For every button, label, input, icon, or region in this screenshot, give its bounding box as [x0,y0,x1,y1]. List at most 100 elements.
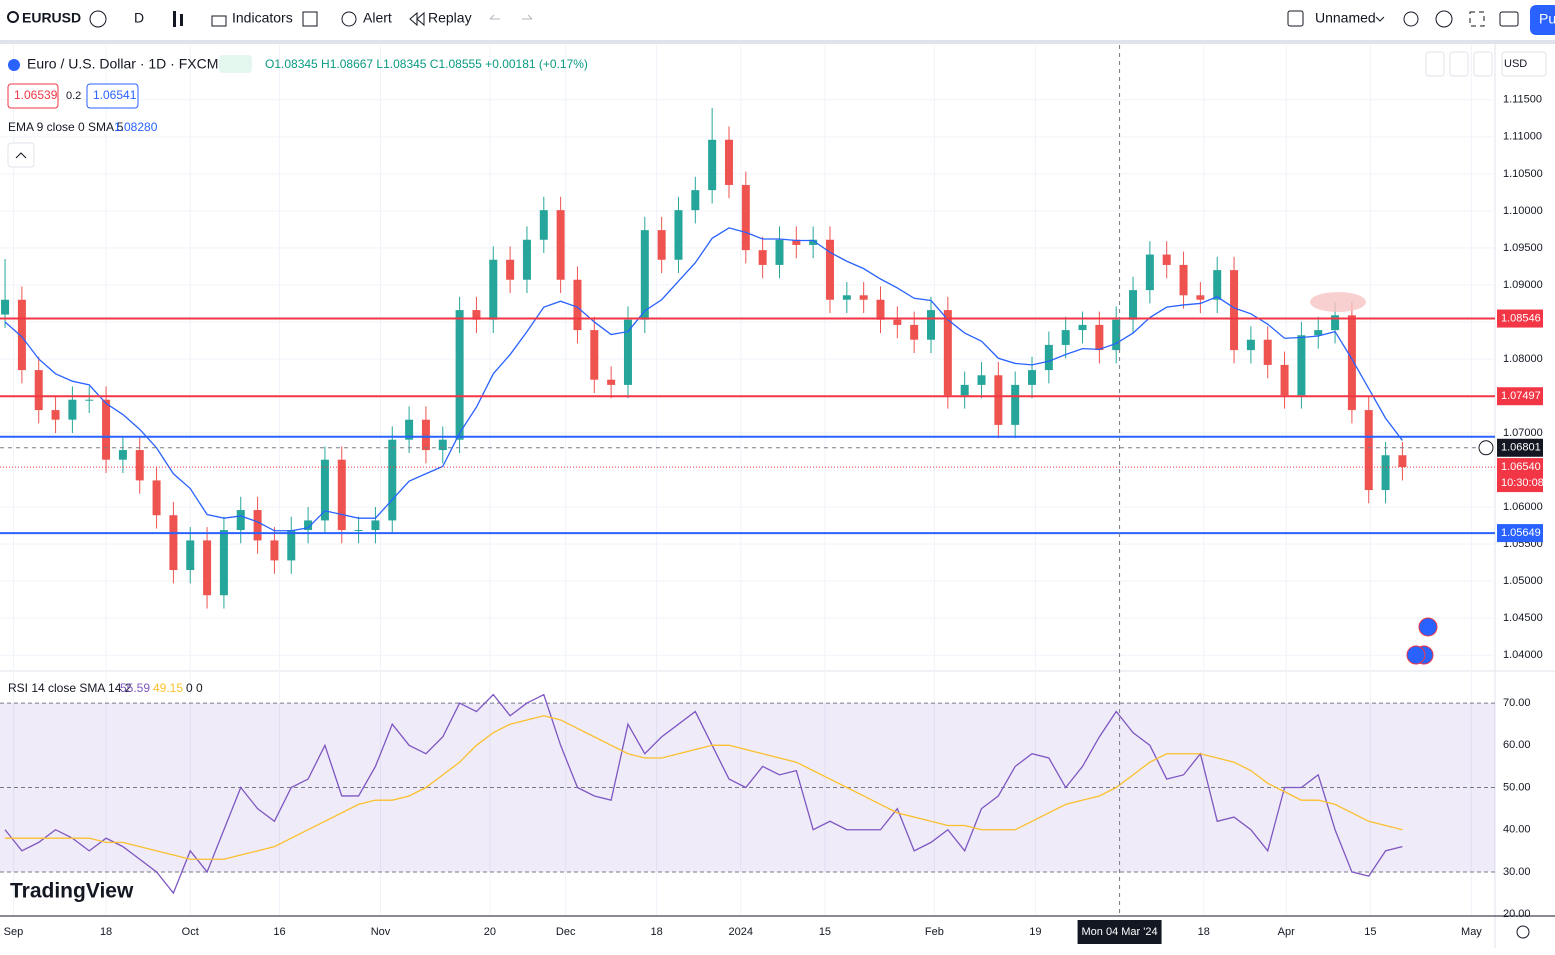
chart-type[interactable] [173,11,176,27]
templates[interactable] [302,11,318,27]
x-tick-label: 20 [484,926,496,938]
rsi-sma-value: 49.15 [153,681,183,695]
y-tick-label: 60.00 [1503,739,1531,751]
collapse-button[interactable] [7,142,35,168]
buy-box[interactable] [86,83,139,109]
candle-body [724,139,733,185]
publish-button[interactable] [1530,5,1555,35]
y-tick-label: 1.04500 [1503,612,1543,624]
x-tick-label: Sep [4,926,24,938]
undo[interactable] [489,14,500,20]
toolbar-separator [0,40,1555,44]
candle-body [320,459,329,521]
candle-body [1347,315,1356,411]
x-tick-label: 19 [1029,926,1041,938]
candle-body [1095,324,1104,351]
candle-body [1364,410,1373,491]
x-tick-label: 18 [100,926,112,938]
candle-body [825,239,834,300]
bid-price[interactable]: 1.06539 [14,88,58,102]
interval[interactable]: D [134,10,144,26]
symbol-title: Euro / U.S. Dollar · 1D · FXCM [27,56,218,72]
candle-body [186,540,195,571]
candle-body [506,259,515,280]
candle-body [68,399,77,420]
series-line [4,693,1403,895]
series-line [4,227,1403,532]
search-icon[interactable] [7,11,19,23]
layout-checkbox[interactable] [1287,10,1304,27]
layout-menu[interactable] [1375,16,1385,22]
axis-settings-icon [1516,925,1530,939]
candle-body [573,279,582,331]
fullscreen[interactable] [1469,11,1485,27]
x-tick-label: Dec [556,926,576,938]
candle-body [657,230,666,260]
price-label: 1.05649 [1501,527,1541,539]
candle-body [1129,290,1138,320]
close-pane-button[interactable] [1449,51,1469,77]
price-label-box [1497,309,1543,328]
candle-body [1196,295,1205,300]
candle-body [236,510,245,531]
rsi-value: 55.59 [120,681,150,695]
x-tick-label: 16 [273,926,285,938]
symbol-flag [8,59,20,71]
snapshot[interactable] [1499,11,1519,27]
candle-body [943,310,952,396]
currency-button[interactable] [1501,51,1547,77]
x-tick-label: Nov [371,926,391,938]
status-badge [219,55,252,73]
candle-body [371,520,380,531]
candle-body [809,239,818,245]
crosshair-price-box [1497,438,1543,457]
ema-value: 1.08280 [114,120,158,134]
y-tick-label: 30.00 [1503,866,1531,878]
candle-body [1314,330,1323,336]
y-tick-label: 1.08000 [1503,353,1543,365]
ask-price[interactable]: 1.06541 [93,88,137,102]
candle-body [1246,339,1255,351]
chart-type-icon [180,14,183,26]
candle-body [489,259,498,320]
candle-body [152,480,161,516]
candle-body [17,299,26,371]
settings[interactable] [1435,10,1453,28]
scroll-button[interactable] [1425,51,1445,77]
event-flag[interactable] [1406,645,1426,665]
quick-search[interactable] [1403,11,1419,27]
add-button [1478,440,1494,456]
x-tick-label: May [1461,926,1482,938]
candle-body [1162,254,1171,265]
redo[interactable] [522,14,533,20]
indicators-icon [211,15,227,27]
x-tick-label: 2024 [729,926,753,938]
candle-body [674,210,683,260]
candle-body [977,375,986,385]
y-tick-label: 1.10000 [1503,205,1543,217]
symbol[interactable]: EURUSD [22,10,81,26]
alert-button[interactable]: Alert [363,10,392,26]
event-flag[interactable] [1418,617,1438,637]
add-symbol[interactable] [89,10,107,28]
alert-icon [341,11,357,27]
candle-body [556,210,565,280]
crosshair-date: Mon 04 Mar '24 [1082,926,1158,938]
replay-button[interactable]: Replay [428,10,472,26]
candle-body [893,319,902,325]
sell-box[interactable] [7,83,59,109]
candle-body [960,384,969,396]
candle-body [1028,370,1037,385]
candle-body [590,330,599,380]
currency[interactable]: USD [1504,58,1527,70]
x-tick-label: Apr [1278,926,1295,938]
crosshair-price: 1.06801 [1501,442,1541,454]
candle-body [135,450,144,481]
layout-name[interactable]: Unnamed [1315,10,1376,26]
candle-body [1145,254,1154,291]
indicators-button[interactable]: Indicators [232,10,293,26]
y-tick-label: 1.09500 [1503,242,1543,254]
reset-button[interactable] [1473,51,1493,77]
